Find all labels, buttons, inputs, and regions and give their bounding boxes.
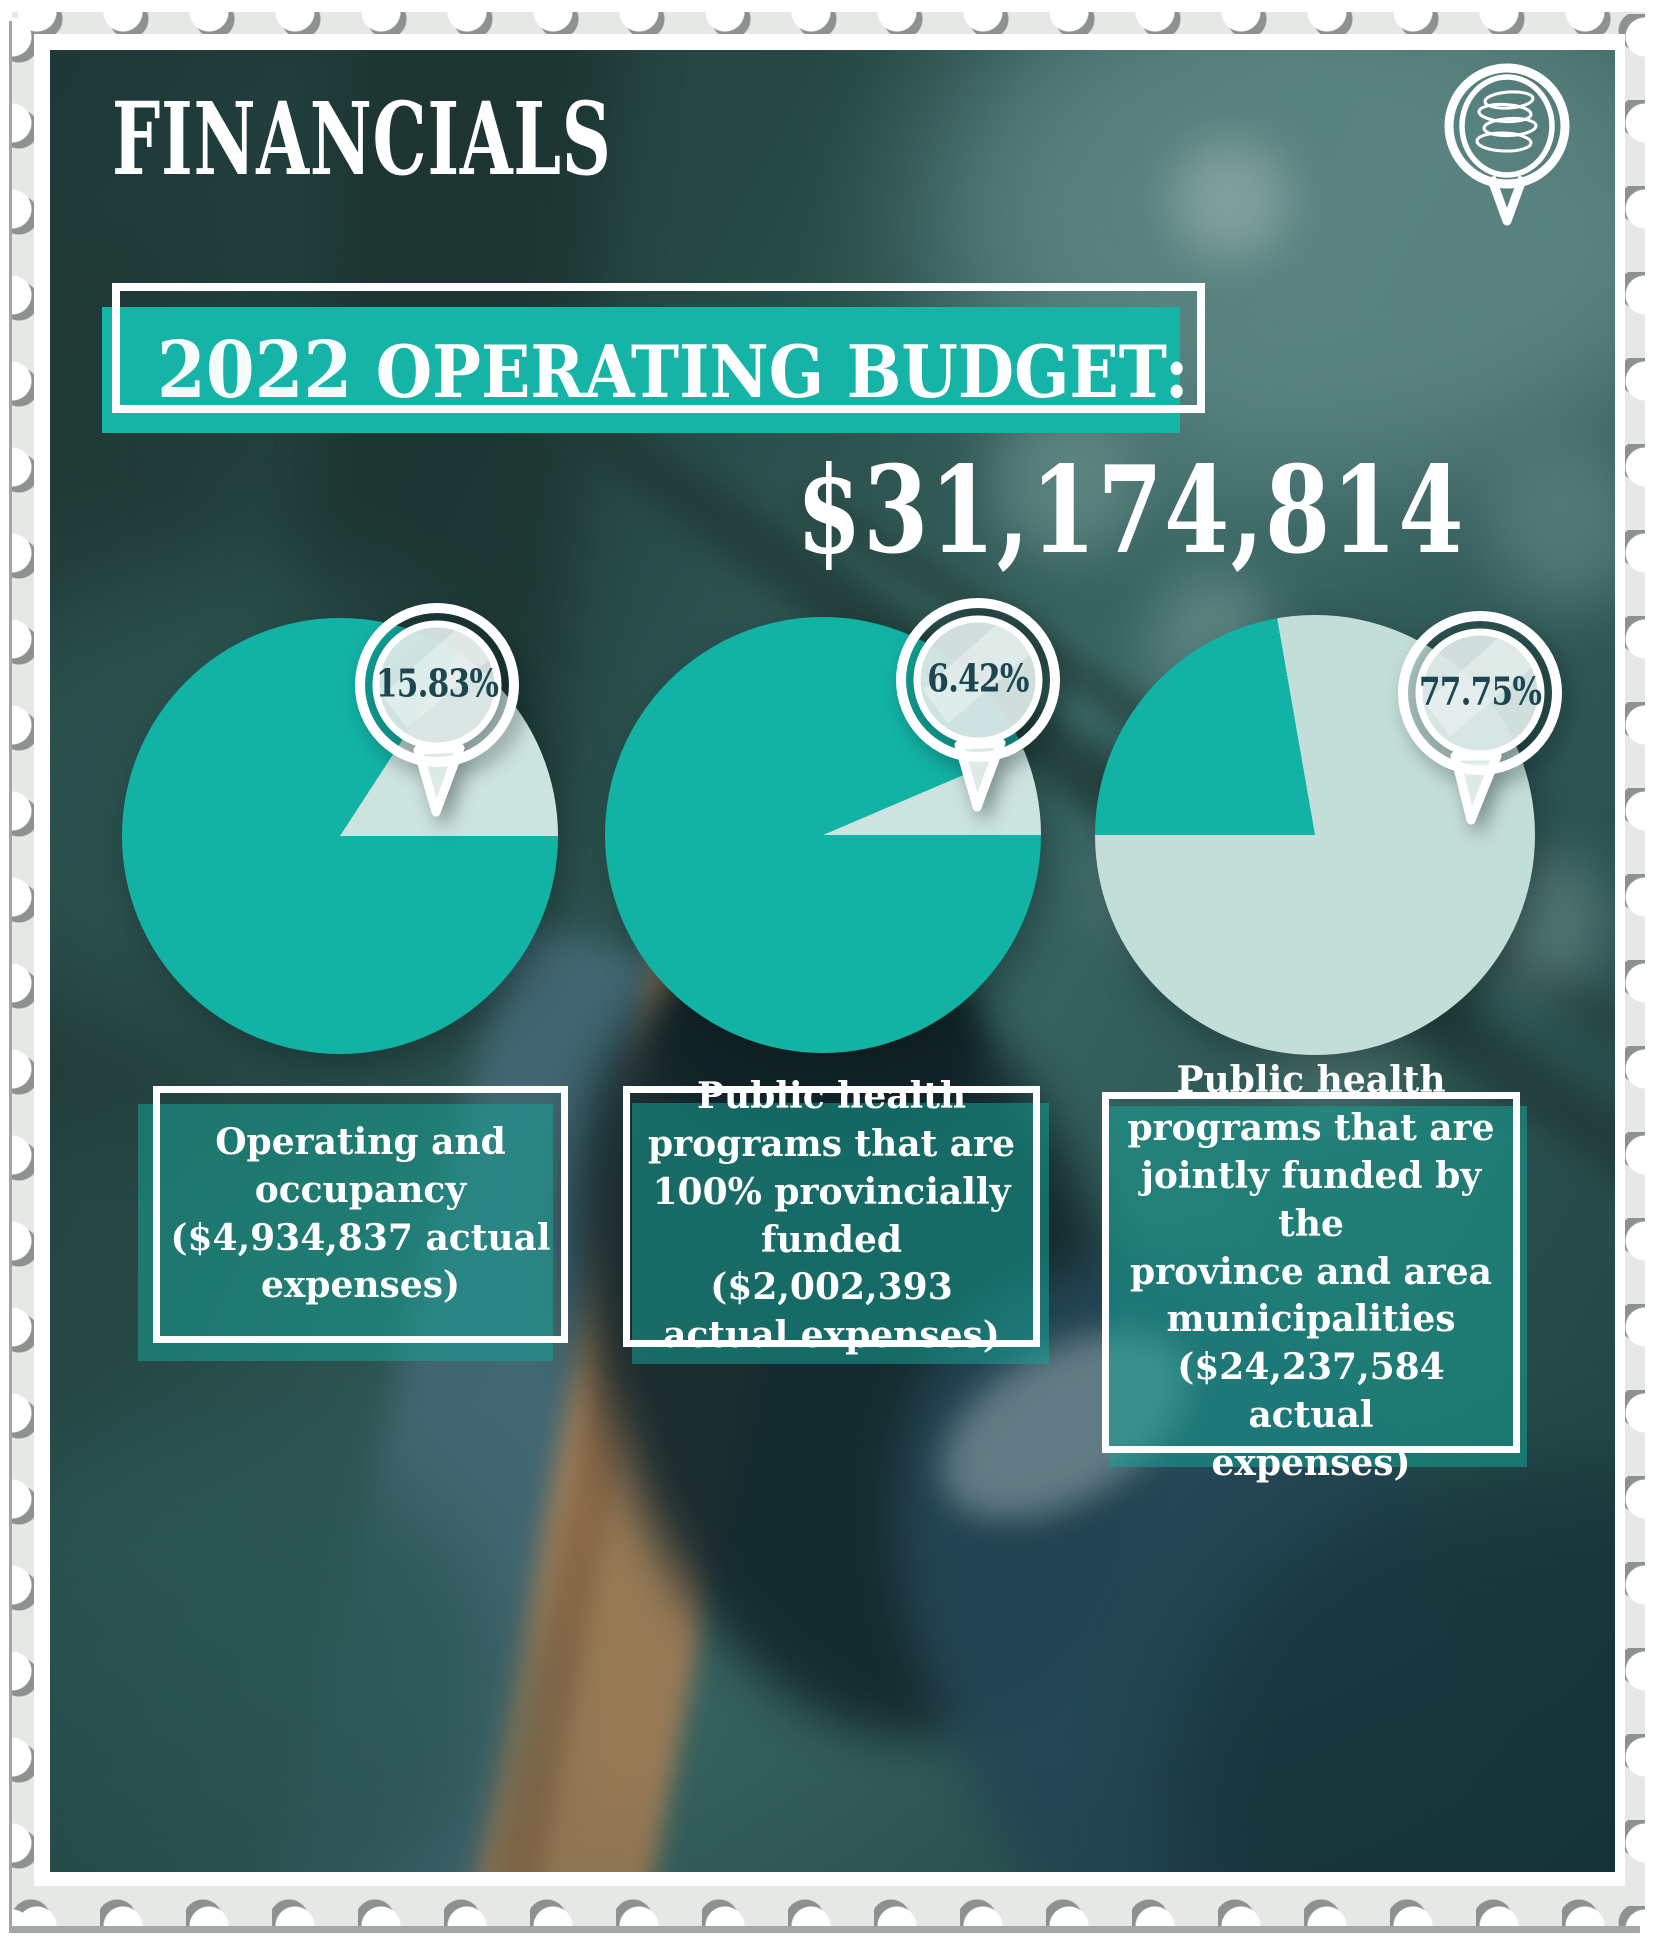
banner-text: 2022 OPERATING BUDGET: [157,325,1189,416]
background-photo-hammock-boots: FINANCIALS 2022 OPERATING BUDGET: [50,50,1615,1872]
pie3-percent-label: 77.75% [1418,668,1542,714]
infobox-text: Public health programs that are jointly … [1127,1059,1495,1484]
coins-stack-pin-icon [1444,63,1570,226]
pie1-callout-bubble: 15.83% [352,600,522,835]
infobox-text: Public health programs that are 100% pro… [648,1074,1015,1357]
postage-stamp-border: FINANCIALS 2022 OPERATING BUDGET: [12,12,1645,1926]
banner-year: 2022 [157,324,353,416]
total-budget-amount: $31,174,814 [796,440,1465,581]
page-title: FINANCIALS [112,80,612,198]
speech-bubble-icon [1398,611,1562,825]
pie3-callout-bubble: 77.75% [1395,608,1565,843]
photo-light-bokeh [990,410,1140,560]
speech-bubble-icon [896,598,1060,812]
pie2-callout-bubble: 6.42% [893,595,1063,830]
photo-light-bokeh [1170,140,1290,260]
infobox-provincially-funded: Public health programs that are 100% pro… [623,1074,1049,1364]
pie1-percent-label: 15.83% [375,660,499,706]
infobox-fill [138,1104,553,1361]
pie2-percent-label: 6.42% [927,655,1029,701]
infobox-offset-frame [153,1086,568,1343]
infobox-fill [1109,1106,1527,1467]
photo-light-bokeh [1490,450,1615,610]
infobox-offset-frame [1102,1092,1520,1453]
infobox-jointly-funded: Public health programs that are jointly … [1102,1059,1527,1484]
banner-offset-frame [112,283,1205,413]
speech-bubble-icon [355,603,519,817]
infobox-operating-occupancy: Operating and occupancy ($4,934,837 actu… [138,1086,568,1361]
infobox-fill [632,1103,1049,1364]
infobox-offset-frame [623,1086,1040,1347]
stamp-inner-frame: FINANCIALS 2022 OPERATING BUDGET: [34,34,1625,1886]
banner-label: OPERATING BUDGET: [375,328,1189,414]
infobox-text: Operating and occupancy ($4,934,837 actu… [170,1120,551,1307]
